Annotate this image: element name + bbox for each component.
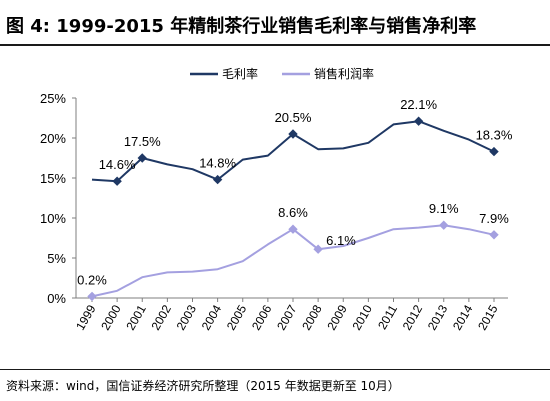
line-chart: 毛利率 销售利润率 0%5%10%15%20%25%1999 2000 2001 200… (40, 66, 513, 333)
x-tick-label: 2008 (299, 302, 325, 332)
y-tick-label: 10% (40, 211, 66, 226)
x-tick-label: 2007 (274, 302, 300, 332)
x-tick-label: 2001 (123, 302, 149, 332)
figure-title-bar: 图 4: 1999-2015 年精制茶行业销售毛利率与销售净利率 (0, 0, 550, 40)
x-tick-label: 2000 (98, 302, 124, 332)
data-point-marker (413, 116, 424, 126)
x-tick-label: 2010 (349, 302, 375, 332)
data-label: 6.1% (326, 233, 356, 248)
data-label: 9.1% (429, 201, 459, 216)
chart-series (87, 116, 499, 302)
x-tick-label: 2013 (425, 302, 451, 332)
y-tick-label: 25% (40, 91, 66, 106)
x-tick-label: 2002 (148, 302, 174, 332)
data-label: 0.2% (77, 272, 107, 287)
data-label: 14.6% (99, 157, 136, 172)
data-point-marker (489, 146, 499, 157)
y-tick-label: 20% (40, 131, 66, 146)
source-rule (0, 369, 550, 370)
figure-title: 图 4: 1999-2015 年精制茶行业销售毛利率与销售净利率 (6, 12, 476, 38)
data-point-marker (212, 174, 223, 185)
x-tick-label: 2011 (375, 302, 400, 332)
data-label: 20.5% (275, 110, 312, 125)
data-point-marker (87, 291, 97, 302)
data-label: 17.5% (124, 134, 161, 149)
x-tick-label: 2015 (475, 302, 501, 332)
chart-legend: 毛利率 销售利润率 (190, 66, 374, 81)
data-point-marker (112, 176, 122, 186)
data-label: 14.8% (199, 156, 236, 171)
x-tick-label: 1999 (73, 302, 99, 332)
x-tick-label: 2004 (199, 302, 225, 332)
title-rule (0, 44, 550, 46)
chart-data-labels: 14.6% 17.5% 14.8% 20.5% 22.1% 18.3% 0.2% 8.6% 6.… (77, 97, 513, 287)
data-point-marker (137, 153, 147, 163)
source-note: 资料来源：wind，国信证券经济研究所整理（2015 年数据更新至 10月） (6, 379, 400, 393)
legend-label: 销售利润率 (314, 66, 374, 81)
x-tick-label: 2009 (324, 302, 350, 332)
x-tick-label: 2014 (450, 302, 476, 332)
data-point-marker (313, 244, 323, 254)
y-tick-label: 15% (40, 171, 66, 186)
figure-title-text: 1999-2015 年精制茶行业销售毛利率与销售净利率 (56, 16, 477, 37)
data-label: 18.3% (476, 128, 513, 143)
x-tick-label: 2005 (224, 302, 250, 332)
x-tick-label: 2006 (249, 302, 275, 332)
data-point-marker (288, 224, 298, 234)
figure-label: 图 4: (6, 16, 50, 37)
series-line (91, 224, 495, 298)
data-label: 7.9% (479, 211, 509, 226)
y-tick-label: 0% (47, 291, 66, 306)
data-point-marker (489, 230, 499, 240)
x-tick-label: 2012 (400, 302, 426, 332)
data-point-marker (288, 129, 298, 139)
legend-label: 毛利率 (222, 66, 258, 81)
x-tick-label: 2003 (174, 302, 200, 332)
data-label: 22.1% (400, 97, 437, 112)
data-point-marker (439, 220, 449, 230)
data-label: 8.6% (278, 205, 308, 220)
y-tick-label: 5% (47, 251, 66, 266)
